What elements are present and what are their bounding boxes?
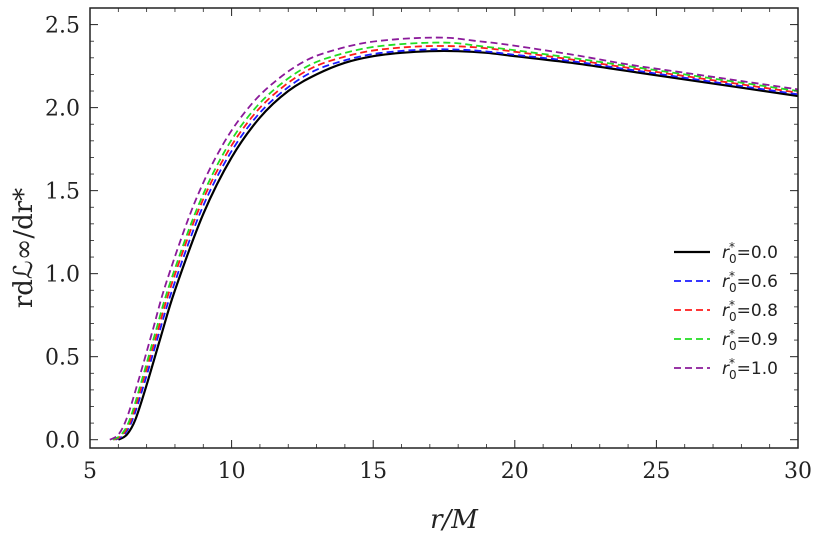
x-tick-label: 25 <box>642 459 670 484</box>
legend-label-0: r* 0=0.0 <box>722 240 778 266</box>
x-tick-label: 30 <box>784 459 812 484</box>
legend-label-3: r* 0=0.9 <box>722 327 778 353</box>
axis-tick-labels: 5 10 15 20 25 30 0.0 0.5 1.0 1.5 2.0 2.5 <box>45 14 812 484</box>
series-line-2 <box>113 45 799 441</box>
y-tick-label: 2.5 <box>45 14 80 39</box>
y-tick-label: 1.5 <box>45 180 80 205</box>
y-tick-label: 1.0 <box>45 263 80 288</box>
x-tick-label: 10 <box>218 459 246 484</box>
plot-lines <box>109 36 799 441</box>
x-axis-title: r/M <box>430 505 479 535</box>
plot-frame <box>89 7 799 449</box>
y-tick-label: 2.0 <box>45 97 80 122</box>
y-tick-label: 0.0 <box>45 429 80 454</box>
series-line-3 <box>112 41 799 441</box>
x-tick-label: 20 <box>501 459 529 484</box>
series-line-0 <box>117 49 799 441</box>
series-line-4 <box>109 36 799 441</box>
legend-label-1: r* 0=0.6 <box>722 269 778 295</box>
series-line-1 <box>115 48 799 441</box>
legend: r* 0=0.0 r* 0=0.6 r* 0=0.8 r* 0=0.9 r* 0=1.0 <box>674 240 778 382</box>
y-tick-label: 0.5 <box>45 346 80 371</box>
axis-ticks <box>89 8 799 448</box>
legend-label-4: r* 0=1.0 <box>722 356 778 382</box>
y-axis-title: rdℒ∞/dr* <box>9 188 39 308</box>
legend-label-2: r* 0=0.8 <box>722 298 778 324</box>
x-tick-label: 15 <box>359 459 387 484</box>
x-tick-label: 5 <box>83 459 97 484</box>
